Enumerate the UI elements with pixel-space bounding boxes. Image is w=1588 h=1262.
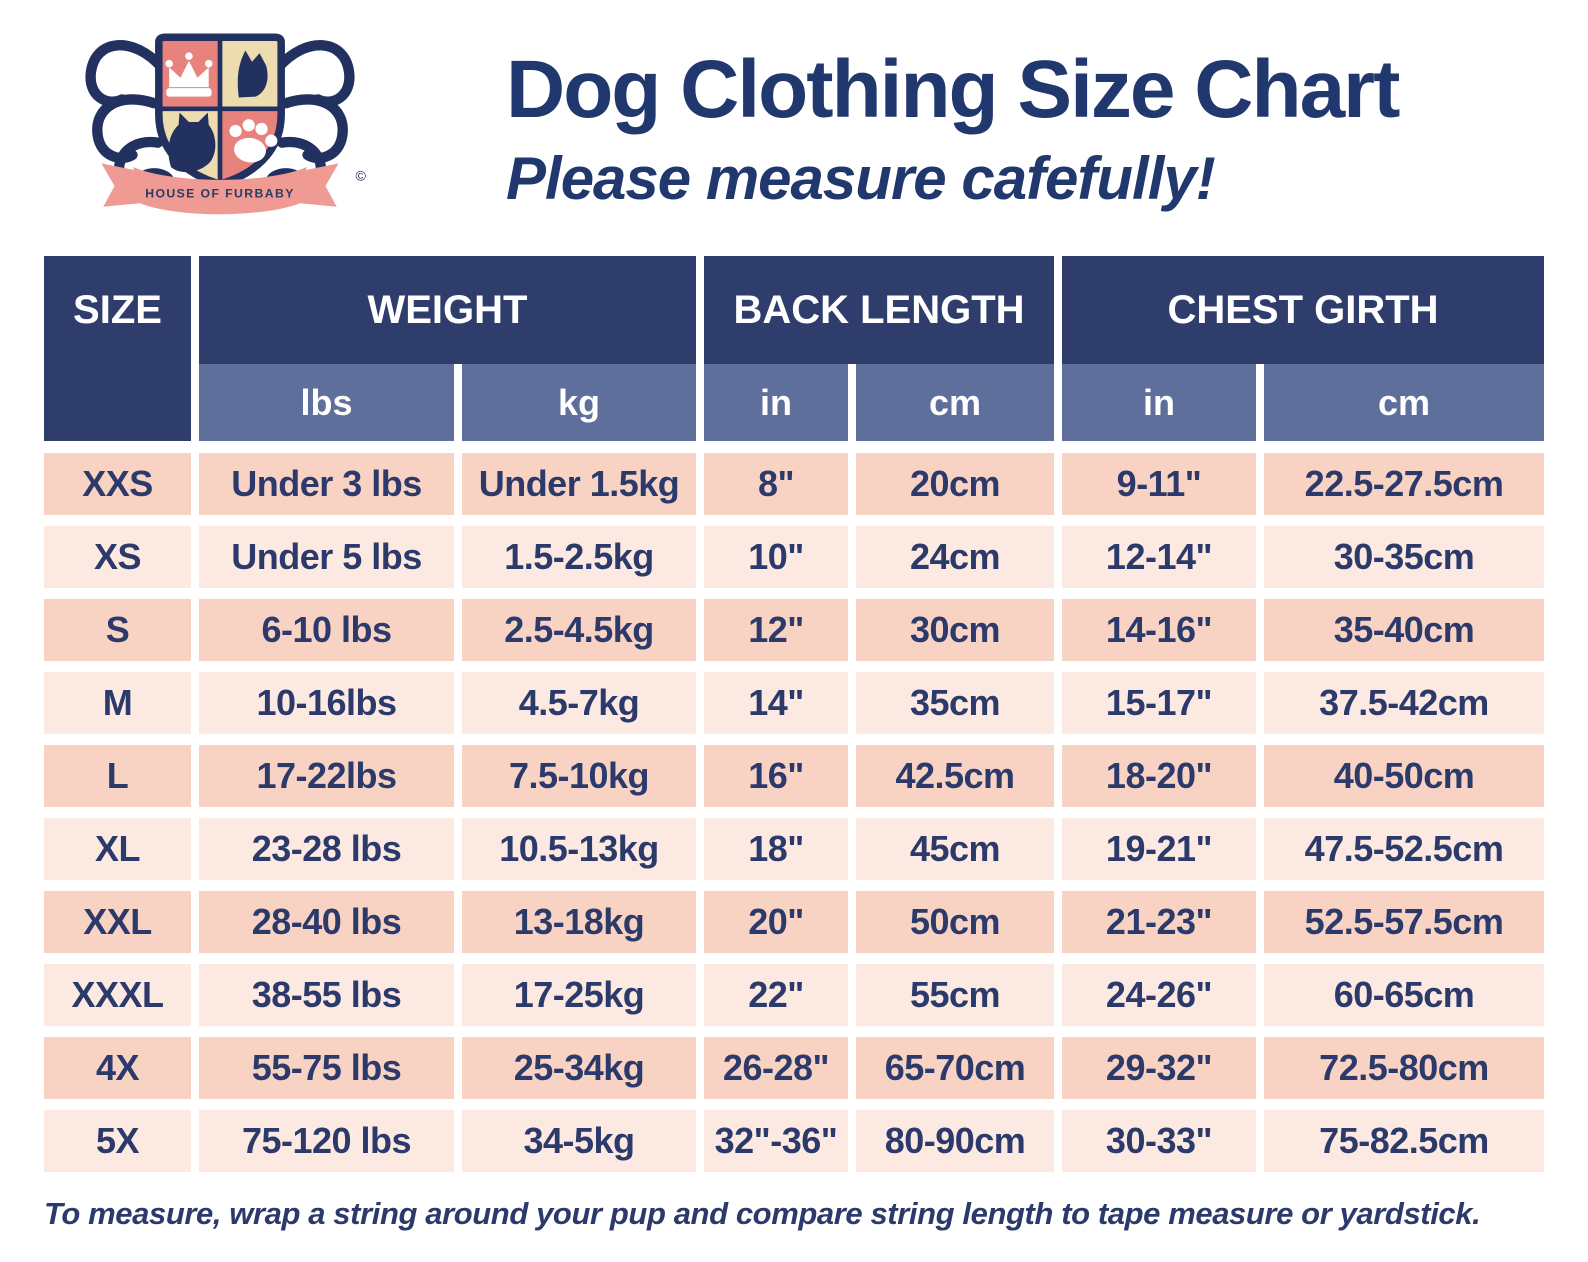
weight-lbs-cell: 10-16lbs xyxy=(199,672,454,734)
chest-cm-cell: 75-82.5cm xyxy=(1264,1110,1544,1172)
weight-kg-cell: 7.5-10kg xyxy=(462,745,696,807)
weight-lbs-cell: 75-120 lbs xyxy=(199,1110,454,1172)
weight-kg-cell: 4.5-7kg xyxy=(462,672,696,734)
chest-cm-cell: 37.5-42cm xyxy=(1264,672,1544,734)
back-in-cell: 20" xyxy=(704,891,848,953)
column-header-size: SIZE xyxy=(44,256,191,441)
chest-cm-cell: 30-35cm xyxy=(1264,526,1544,588)
chest-in-cell: 18-20" xyxy=(1062,745,1256,807)
back-cm-cell: 35cm xyxy=(856,672,1054,734)
weight-kg-cell: 25-34kg xyxy=(462,1037,696,1099)
weight-kg-cell: 34-5kg xyxy=(462,1110,696,1172)
weight-lbs-cell: 28-40 lbs xyxy=(199,891,454,953)
page-title: Dog Clothing Size Chart xyxy=(506,44,1400,135)
weight-lbs-cell: 6-10 lbs xyxy=(199,599,454,661)
weight-lbs-cell: 23-28 lbs xyxy=(199,818,454,880)
column-header-weight: WEIGHT xyxy=(199,256,696,364)
back-in-cell: 18" xyxy=(704,818,848,880)
chest-in-cell: 12-14" xyxy=(1062,526,1256,588)
weight-kg-cell: 2.5-4.5kg xyxy=(462,599,696,661)
size-cell: M xyxy=(44,672,191,734)
weight-kg-cell: 17-25kg xyxy=(462,964,696,1026)
chest-cm-cell: 35-40cm xyxy=(1264,599,1544,661)
weight-kg-cell: 13-18kg xyxy=(462,891,696,953)
unit-header-chest-in: in xyxy=(1062,364,1256,441)
back-in-cell: 14" xyxy=(704,672,848,734)
back-in-cell: 22" xyxy=(704,964,848,1026)
chest-in-cell: 15-17" xyxy=(1062,672,1256,734)
back-cm-cell: 20cm xyxy=(856,453,1054,515)
chest-cm-cell: 60-65cm xyxy=(1264,964,1544,1026)
back-in-cell: 10" xyxy=(704,526,848,588)
page-subtitle: Please measure cafefully! xyxy=(506,144,1216,212)
back-cm-cell: 45cm xyxy=(856,818,1054,880)
back-in-cell: 16" xyxy=(704,745,848,807)
chest-in-cell: 9-11" xyxy=(1062,453,1256,515)
back-cm-cell: 65-70cm xyxy=(856,1037,1054,1099)
ribbon-banner: HOUSE OF FURBABY xyxy=(101,163,339,215)
back-in-cell: 32"-36" xyxy=(704,1110,848,1172)
chest-in-cell: 21-23" xyxy=(1062,891,1256,953)
crown-icon xyxy=(165,52,213,97)
weight-lbs-cell: 17-22lbs xyxy=(199,745,454,807)
chest-cm-cell: 72.5-80cm xyxy=(1264,1037,1544,1099)
column-header-chest-girth: CHEST GIRTH xyxy=(1062,256,1544,364)
back-in-cell: 26-28" xyxy=(704,1037,848,1099)
column-header-back-length: BACK LENGTH xyxy=(704,256,1054,364)
size-cell: L xyxy=(44,745,191,807)
chest-in-cell: 30-33" xyxy=(1062,1110,1256,1172)
chest-in-cell: 24-26" xyxy=(1062,964,1256,1026)
chest-in-cell: 19-21" xyxy=(1062,818,1256,880)
chest-cm-cell: 47.5-52.5cm xyxy=(1264,818,1544,880)
size-cell: XXS xyxy=(44,453,191,515)
chest-in-cell: 29-32" xyxy=(1062,1037,1256,1099)
size-cell: XXXL xyxy=(44,964,191,1026)
back-cm-cell: 80-90cm xyxy=(856,1110,1054,1172)
unit-header-weight-kg: kg xyxy=(462,364,696,441)
house-of-furbaby-logo: HOUSE OF FURBABY © xyxy=(85,33,367,215)
ribbon-text: HOUSE OF FURBABY xyxy=(145,186,295,200)
back-cm-cell: 30cm xyxy=(856,599,1054,661)
unit-header-weight-lbs: lbs xyxy=(199,364,454,441)
weight-lbs-cell: Under 3 lbs xyxy=(199,453,454,515)
chest-cm-cell: 52.5-57.5cm xyxy=(1264,891,1544,953)
chest-cm-cell: 22.5-27.5cm xyxy=(1264,453,1544,515)
chest-in-cell: 14-16" xyxy=(1062,599,1256,661)
table-header: SIZE WEIGHT BACK LENGTH CHEST GIRTH lbs … xyxy=(44,256,1544,441)
unit-header-back-in: in xyxy=(704,364,848,441)
copyright-mark: © xyxy=(356,167,367,183)
dog-icon xyxy=(237,50,268,98)
size-cell: 5X xyxy=(44,1110,191,1172)
chest-cm-cell: 40-50cm xyxy=(1264,745,1544,807)
size-cell: XXL xyxy=(44,891,191,953)
weight-lbs-cell: Under 5 lbs xyxy=(199,526,454,588)
weight-kg-cell: 10.5-13kg xyxy=(462,818,696,880)
weight-kg-cell: Under 1.5kg xyxy=(462,453,696,515)
back-cm-cell: 42.5cm xyxy=(856,745,1054,807)
back-cm-cell: 24cm xyxy=(856,526,1054,588)
size-cell: S xyxy=(44,599,191,661)
paw-icon xyxy=(229,119,278,163)
back-in-cell: 8" xyxy=(704,453,848,515)
unit-header-chest-cm: cm xyxy=(1264,364,1544,441)
size-chart-table: SIZE WEIGHT BACK LENGTH CHEST GIRTH lbs … xyxy=(44,256,1544,1172)
size-cell: XL xyxy=(44,818,191,880)
size-cell: XS xyxy=(44,526,191,588)
size-cell: 4X xyxy=(44,1037,191,1099)
weight-kg-cell: 1.5-2.5kg xyxy=(462,526,696,588)
unit-header-back-cm: cm xyxy=(856,364,1054,441)
weight-lbs-cell: 55-75 lbs xyxy=(199,1037,454,1099)
back-in-cell: 12" xyxy=(704,599,848,661)
back-cm-cell: 50cm xyxy=(856,891,1054,953)
weight-lbs-cell: 38-55 lbs xyxy=(199,964,454,1026)
measuring-note: To measure, wrap a string around your pu… xyxy=(44,1196,1481,1231)
table-body: XXS Under 3 lbs Under 1.5kg 8" 20cm 9-11… xyxy=(44,453,1544,1172)
cat-icon xyxy=(168,112,216,173)
header-block: Dog Clothing Size Chart Please measure c… xyxy=(506,44,1400,213)
back-cm-cell: 55cm xyxy=(856,964,1054,1026)
